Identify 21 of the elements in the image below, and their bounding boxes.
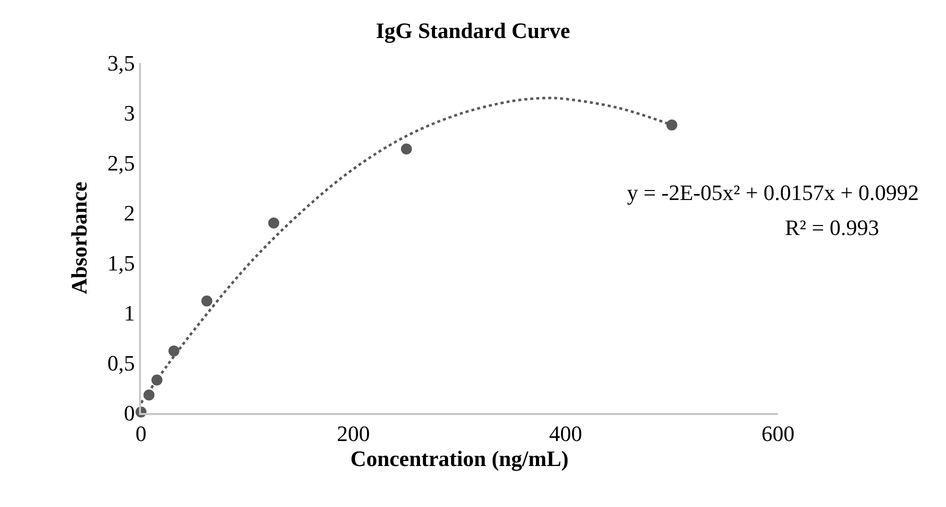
chart-title: IgG Standard Curve: [376, 18, 570, 44]
point: [666, 120, 678, 130]
x-axis-title: Concentration (ng/mL): [350, 446, 569, 472]
y-tick-label: 3: [124, 100, 135, 126]
y-tick-label: 2,5: [107, 150, 135, 176]
x-tick-label: 600: [762, 421, 794, 446]
point: [400, 144, 412, 154]
y-tick-label: 0,5: [107, 350, 135, 376]
y-tick-label: 2: [124, 200, 135, 226]
point: [201, 296, 212, 306]
point: [168, 346, 180, 356]
y-tick-label: 1,5: [107, 250, 135, 276]
x-tick-label: 400: [549, 421, 582, 446]
point: [268, 218, 280, 228]
y-axis-title: Absorbance: [66, 182, 92, 294]
x-tick-label: 200: [336, 421, 370, 446]
y-tick-label: 3,5: [107, 50, 135, 76]
y-tick-label: 0: [124, 400, 135, 426]
text: R² = 0.993: [785, 215, 880, 240]
y-tick-label: 1: [124, 300, 135, 326]
annotation: y = -2E-05x² + 0.0157x + 0.0992: [627, 180, 919, 205]
